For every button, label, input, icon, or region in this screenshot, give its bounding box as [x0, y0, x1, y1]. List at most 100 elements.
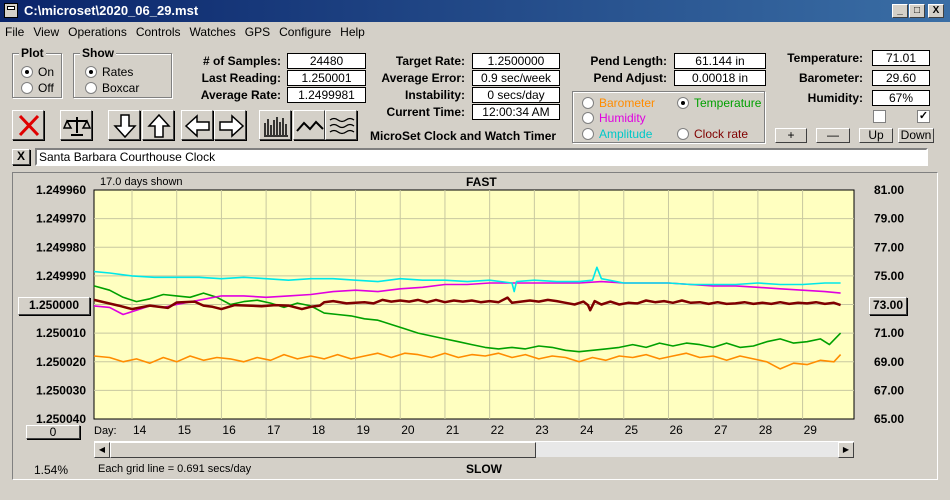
multi-wave-icon: [329, 117, 355, 135]
show-boxcar-radio[interactable]: Boxcar: [85, 81, 139, 95]
plot-off-label: Off: [38, 81, 54, 95]
sensor-checkbox-2[interactable]: ✓: [917, 110, 930, 123]
left-tick-label: 1.250020: [36, 355, 86, 369]
scroll-thumb[interactable]: [110, 442, 536, 458]
temperature-radio[interactable]: Temperature: [677, 96, 761, 110]
offset-button[interactable]: 0: [26, 425, 80, 439]
multi-wave-button[interactable]: [325, 110, 357, 140]
barometer-radio[interactable]: Barometer: [582, 96, 655, 110]
last-reading-label: Last Reading:: [201, 71, 281, 85]
clock-name-field[interactable]: Santa Barbara Courthouse Clock: [35, 148, 928, 166]
clock-rate-dot: [677, 127, 689, 140]
wave-icon: [296, 120, 324, 132]
show-boxcar-dot: [85, 81, 97, 94]
humidity-radio[interactable]: Humidity: [582, 111, 646, 125]
menu-view[interactable]: View: [33, 25, 60, 39]
menu-operations[interactable]: Operations: [68, 25, 127, 39]
menu-configure[interactable]: Configure: [279, 25, 332, 39]
menu-controls[interactable]: Controls: [135, 25, 181, 39]
x-tick-label: 29: [804, 423, 818, 437]
x-tick-label: 27: [714, 423, 728, 437]
plot-off-radio[interactable]: Off: [21, 81, 54, 95]
average-rate-label: Average Rate:: [200, 88, 281, 102]
right-tick-label: 75.00: [874, 269, 904, 283]
plot-group-title: Plot: [19, 46, 46, 60]
x-tick-label: 18: [312, 423, 326, 437]
humidity-dot: [582, 111, 594, 124]
scroll-right-arrow-icon[interactable]: ▶: [838, 442, 854, 458]
series-line: [93, 285, 842, 353]
samples-field: 24480: [287, 53, 366, 69]
menu-file[interactable]: File: [5, 25, 25, 39]
close-button[interactable]: X: [928, 4, 944, 18]
show-rates-radio[interactable]: Rates: [85, 65, 133, 79]
bar-chart-button[interactable]: [259, 110, 291, 140]
barometer-label: Barometer:: [798, 71, 863, 85]
left-tick-label: 1.250040: [36, 412, 86, 426]
clear-button[interactable]: [12, 110, 44, 140]
down-button[interactable]: Down: [898, 128, 934, 143]
menu-watches[interactable]: Watches: [189, 25, 236, 39]
x-tick-label: 23: [535, 423, 549, 437]
days-shown-label: 17.0 days shown: [100, 176, 183, 188]
left-tick-label: 1.250010: [36, 326, 86, 340]
series-line: [93, 266, 841, 293]
minus-button[interactable]: —: [816, 128, 850, 143]
show-rates-label: Rates: [102, 65, 134, 79]
instability-label: Instability:: [404, 88, 465, 102]
arrow-right-button[interactable]: [214, 110, 246, 140]
minimize-button[interactable]: _: [892, 4, 908, 18]
arrow-down-button[interactable]: [108, 110, 140, 140]
menu-gps[interactable]: GPS: [244, 25, 271, 39]
grid-lines: [94, 190, 854, 419]
percent-label: 1.54%: [34, 463, 69, 477]
right-tick-label: 71.00: [874, 326, 904, 340]
amplitude-dot: [582, 127, 594, 140]
x-tick-label: 22: [491, 423, 505, 437]
plot-on-radio[interactable]: On: [21, 65, 54, 79]
x-tick-label: 26: [669, 423, 683, 437]
plot-on-dot: [21, 65, 33, 78]
temperature-dot: [677, 96, 689, 109]
temperature-field: 71.01: [872, 50, 930, 66]
chart-panel: [12, 172, 938, 480]
arrow-right-icon: [219, 114, 245, 138]
clock-close-button[interactable]: X: [12, 149, 30, 165]
pend-length-label: Pend Length:: [590, 54, 667, 68]
sensor-select-box: Barometer Temperature Humidity Clock rat…: [572, 91, 765, 143]
amplitude-radio[interactable]: Amplitude: [582, 127, 652, 141]
maximize-button[interactable]: □: [909, 4, 925, 18]
balance-icon: [62, 117, 92, 136]
right-value-button[interactable]: 73.00: [869, 297, 907, 315]
x-tick-label: 28: [759, 423, 773, 437]
barometer-dot: [582, 96, 594, 109]
up-button[interactable]: Up: [859, 128, 893, 143]
x-tick-label: 24: [580, 423, 594, 437]
left-tick-label: 1.249960: [36, 183, 86, 197]
wave-button[interactable]: [293, 110, 325, 140]
rate-center-button[interactable]: 1.250000: [18, 297, 90, 315]
left-tick-label: 1.249990: [36, 269, 86, 283]
right-tick-label: 67.00: [874, 383, 904, 397]
arrow-left-button[interactable]: [181, 110, 213, 140]
arrow-up-button[interactable]: [142, 110, 174, 140]
balance-button[interactable]: [60, 110, 92, 140]
clock-rate-radio[interactable]: Clock rate: [677, 127, 748, 141]
samples-label: # of Samples:: [202, 54, 281, 68]
current-time-label: Current Time:: [386, 105, 465, 119]
sensor-checkbox-1[interactable]: [873, 110, 886, 123]
plus-button[interactable]: +: [775, 128, 807, 143]
current-time-field: 12:00:34 AM: [472, 104, 560, 120]
horizontal-scrollbar[interactable]: ◀ ▶: [94, 441, 854, 458]
scroll-left-arrow-icon[interactable]: ◀: [94, 442, 110, 458]
menu-help[interactable]: Help: [340, 25, 365, 39]
x-tick-label: 17: [267, 423, 281, 437]
slow-label: SLOW: [466, 462, 502, 476]
pend-length-field: 61.144 in: [674, 53, 766, 69]
plot-on-label: On: [38, 65, 55, 79]
app-icon: [4, 3, 18, 18]
fast-label: FAST: [466, 175, 497, 189]
pend-adjust-label: Pend Adjust:: [593, 71, 667, 85]
target-rate-field: 1.2500000: [472, 53, 560, 69]
